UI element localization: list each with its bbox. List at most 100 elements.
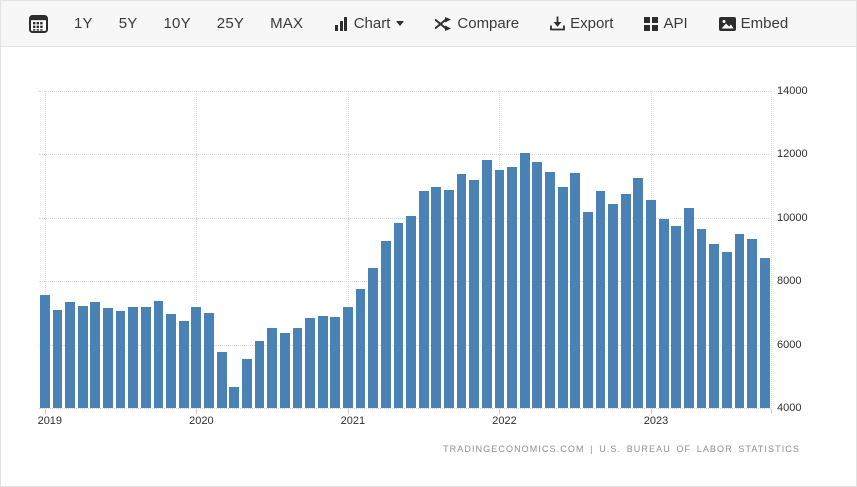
embed-button[interactable]: Embed <box>713 11 795 36</box>
bar-2020-10[interactable] <box>305 317 315 408</box>
bar-2020-11[interactable] <box>317 316 328 408</box>
year-gridline <box>196 91 198 408</box>
bar-2023-07[interactable] <box>721 251 732 408</box>
x-axis-tick <box>651 409 653 414</box>
year-gridline <box>347 91 349 408</box>
bar-2022-01[interactable] <box>494 169 505 408</box>
y-axis-tick-label: 12000 <box>777 148 808 161</box>
bar-2022-10[interactable] <box>608 203 619 408</box>
bar-2022-05[interactable] <box>545 172 555 408</box>
y-gridline <box>38 408 771 409</box>
x-axis-tick <box>771 409 772 414</box>
bar-2022-03[interactable] <box>519 153 530 408</box>
chart-toolbar: 1Y 5Y 10Y 25Y MAX Chart Compare <box>1 1 856 47</box>
bar-2019-05[interactable] <box>90 302 101 408</box>
bar-2021-02[interactable] <box>355 289 366 408</box>
bar-2021-11[interactable] <box>469 179 480 408</box>
y-gridline <box>38 344 771 346</box>
bar-2023-10[interactable] <box>759 257 770 408</box>
api-grid-icon <box>644 16 659 31</box>
bar-2019-01[interactable] <box>39 295 50 408</box>
bar-2020-07[interactable] <box>267 328 278 408</box>
export-label: Export <box>570 15 614 32</box>
bar-2021-01[interactable] <box>343 306 353 408</box>
bar-2020-02[interactable] <box>204 312 214 408</box>
plot-right-boundary <box>771 91 772 408</box>
bar-2019-02[interactable] <box>52 309 63 408</box>
embed-image-icon <box>718 16 736 31</box>
bar-2019-11[interactable] <box>166 314 176 408</box>
y-axis-tick-label: 14000 <box>777 85 808 97</box>
bar-2022-07[interactable] <box>570 173 581 408</box>
chart-type-label: Chart <box>353 15 391 32</box>
bar-2023-05[interactable] <box>696 229 707 408</box>
x-axis-tick <box>499 409 501 414</box>
chart-plot-area: 4000 6000 8000 10000 12000 14000 2019 2020 2021 2… <box>1 47 856 486</box>
y-axis-tick-label: 6000 <box>777 338 802 351</box>
x-axis-tick <box>196 409 198 414</box>
bar-2021-06[interactable] <box>406 216 416 408</box>
bar-2021-03[interactable] <box>368 268 379 408</box>
x-axis-year-label: 2023 <box>643 415 669 427</box>
bar-2020-09[interactable] <box>292 328 303 408</box>
bar-2023-08[interactable] <box>734 233 745 408</box>
bar-2021-05[interactable] <box>393 222 404 408</box>
bar-2020-04[interactable] <box>229 387 240 408</box>
bar-2020-01[interactable] <box>191 306 202 408</box>
bar-chart-icon <box>335 16 349 31</box>
bar-2019-04[interactable] <box>77 305 88 408</box>
x-axis-year-label: 2021 <box>340 415 366 427</box>
bar-2020-05[interactable] <box>241 358 252 408</box>
bar-2019-09[interactable] <box>140 306 151 408</box>
bar-2020-03[interactable] <box>216 352 227 408</box>
bar-2020-12[interactable] <box>330 317 341 408</box>
bar-2021-09[interactable] <box>444 190 454 408</box>
bar-2021-08[interactable] <box>431 187 442 408</box>
bar-2022-06[interactable] <box>557 187 568 408</box>
y-axis-tick-label: 10000 <box>777 211 808 224</box>
bar-2021-04[interactable] <box>380 240 391 408</box>
bar-2021-07[interactable] <box>418 190 429 408</box>
bar-2022-04[interactable] <box>532 162 543 408</box>
bar-2019-07[interactable] <box>115 310 126 408</box>
bar-2023-04[interactable] <box>684 208 694 408</box>
bar-2019-06[interactable] <box>103 308 113 408</box>
bar-2022-02[interactable] <box>507 166 517 408</box>
compare-label: Compare <box>457 15 520 32</box>
range-button-10y[interactable]: 10Y <box>158 11 197 36</box>
bar-2019-03[interactable] <box>65 301 75 408</box>
bar-2023-02[interactable] <box>658 219 669 408</box>
range-button-1y[interactable]: 1Y <box>68 11 99 36</box>
export-download-icon <box>550 16 565 31</box>
y-axis-tick-label: 8000 <box>777 275 802 288</box>
chart-type-dropdown[interactable]: Chart <box>329 11 410 36</box>
bar-2019-10[interactable] <box>153 301 164 408</box>
bar-2022-08[interactable] <box>582 211 593 408</box>
compare-button[interactable]: Compare <box>429 11 525 36</box>
api-button[interactable]: API <box>638 11 693 36</box>
bar-2023-06[interactable] <box>709 244 720 408</box>
x-axis-tick <box>347 409 349 414</box>
bar-2019-12[interactable] <box>178 320 189 408</box>
bar-2023-03[interactable] <box>671 225 682 408</box>
bar-2021-12[interactable] <box>481 160 492 408</box>
bar-2020-06[interactable] <box>254 341 265 408</box>
bar-2019-08[interactable] <box>128 306 139 408</box>
bar-2022-09[interactable] <box>595 191 606 408</box>
export-button[interactable]: Export <box>544 11 619 36</box>
bar-2021-10[interactable] <box>456 174 467 408</box>
x-axis-tick <box>44 409 46 414</box>
bar-2023-01[interactable] <box>646 200 656 408</box>
range-button-25y[interactable]: 25Y <box>211 11 250 36</box>
bar-2022-12[interactable] <box>633 178 644 408</box>
calendar-button[interactable] <box>23 11 54 37</box>
bar-2020-08[interactable] <box>279 332 290 408</box>
bar-2023-09[interactable] <box>747 238 757 408</box>
y-gridline <box>38 217 771 219</box>
y-gridline <box>38 281 771 283</box>
bar-2022-11[interactable] <box>620 194 631 408</box>
y-gridline <box>38 154 771 156</box>
range-button-5y[interactable]: 5Y <box>113 11 144 36</box>
range-button-max[interactable]: MAX <box>264 11 309 36</box>
